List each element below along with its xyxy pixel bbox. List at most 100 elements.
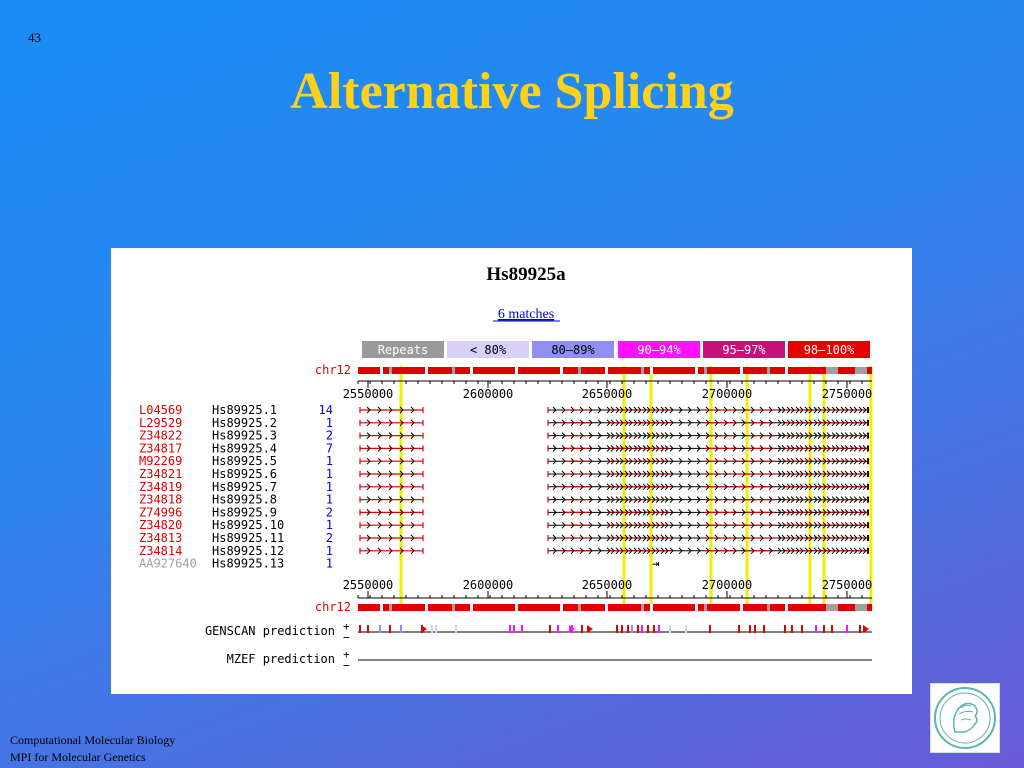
strand-arrow bbox=[642, 406, 647, 414]
genscan-exon bbox=[658, 625, 660, 633]
strand-arrow bbox=[646, 483, 651, 491]
strand-arrow bbox=[826, 534, 831, 542]
strand-arrow bbox=[849, 483, 854, 491]
row-accession[interactable]: Z34819 bbox=[139, 480, 182, 494]
strand-arrow bbox=[813, 521, 818, 529]
strand-arrow bbox=[781, 521, 786, 529]
strand-arrow bbox=[642, 483, 647, 491]
strand-arrow bbox=[835, 509, 840, 516]
strand-arrow bbox=[377, 509, 382, 516]
strand-arrow bbox=[615, 534, 620, 542]
strand-arrow bbox=[552, 509, 557, 516]
strand-arrow bbox=[741, 496, 746, 503]
strand-arrow bbox=[664, 521, 669, 529]
strand-arrow bbox=[768, 534, 773, 542]
strand-arrow bbox=[723, 406, 728, 414]
strand-arrow bbox=[723, 509, 728, 516]
strand-arrow bbox=[610, 547, 615, 555]
row-accession[interactable]: Z34813 bbox=[139, 531, 182, 545]
strand-arrow bbox=[853, 406, 858, 414]
genscan-exon bbox=[823, 625, 825, 633]
strand-arrow bbox=[786, 432, 791, 439]
strand-arrow bbox=[552, 483, 557, 491]
strand-arrow bbox=[799, 457, 804, 465]
strand-arrow bbox=[388, 521, 393, 529]
strand-arrow bbox=[399, 483, 404, 491]
row-accession[interactable]: Z34821 bbox=[139, 467, 182, 481]
strand-arrow bbox=[552, 547, 557, 555]
strand-arrow bbox=[552, 496, 557, 503]
strand-arrow bbox=[651, 534, 656, 542]
strand-arrow bbox=[790, 419, 795, 427]
strand-arrow bbox=[570, 457, 575, 465]
strand-arrow bbox=[858, 521, 863, 529]
axis-tick-label: 2550000 bbox=[343, 387, 394, 401]
axis-tick-label: 2650000 bbox=[582, 387, 633, 401]
chr-band bbox=[704, 604, 707, 611]
strand-arrow bbox=[678, 445, 683, 452]
strand-arrow bbox=[687, 534, 692, 542]
strand-arrow bbox=[628, 470, 633, 478]
row-accession[interactable]: Z34820 bbox=[139, 518, 182, 532]
row-accession[interactable]: L04569 bbox=[139, 403, 182, 417]
row-accession[interactable]: Z74996 bbox=[139, 505, 182, 519]
strand-arrow bbox=[795, 521, 800, 529]
genscan-exon bbox=[859, 625, 861, 633]
strand-arrow bbox=[610, 534, 615, 542]
row-cluster-id: Hs89925.10 bbox=[212, 518, 284, 532]
row-accession[interactable]: L29529 bbox=[139, 416, 182, 430]
strand-arrow bbox=[366, 432, 371, 439]
genscan-exon bbox=[738, 625, 740, 633]
axis-tick-label: 2550000 bbox=[343, 578, 394, 592]
strand-arrow bbox=[862, 534, 867, 542]
row-accession[interactable]: Z34814 bbox=[139, 544, 182, 558]
strand-arrow bbox=[759, 496, 764, 503]
strand-arrow bbox=[579, 470, 584, 478]
chr-band bbox=[380, 604, 383, 611]
tracks: chr12 2550000 2600000 2650000 2700000 2750000… bbox=[139, 363, 873, 672]
prediction-label: GENSCAN prediction bbox=[205, 624, 335, 638]
matches-link[interactable]: 6 matches bbox=[498, 307, 554, 322]
strand-arrow bbox=[624, 406, 629, 414]
strand-arrow bbox=[687, 457, 692, 465]
row-accession[interactable]: Z34822 bbox=[139, 429, 182, 443]
strand-arrow bbox=[628, 509, 633, 516]
strand-arrow bbox=[628, 496, 633, 503]
strand-arrow bbox=[624, 470, 629, 478]
strand-arrow bbox=[813, 483, 818, 491]
strand-arrow bbox=[410, 483, 415, 491]
chr-band bbox=[389, 367, 392, 374]
strand-arrow bbox=[552, 419, 557, 427]
strand-arrow bbox=[633, 445, 638, 452]
strand-arrow bbox=[366, 534, 371, 542]
strand-arrow bbox=[669, 509, 674, 516]
chr-band bbox=[767, 604, 770, 611]
genscan-exon bbox=[513, 625, 515, 633]
strand-arrow bbox=[696, 534, 701, 542]
prediction-label: MZEF prediction bbox=[227, 652, 335, 666]
strand-arrow bbox=[723, 445, 728, 452]
strand-arrow bbox=[822, 483, 827, 491]
max-planck-logo bbox=[930, 683, 1000, 753]
strand-arrow bbox=[849, 432, 854, 439]
strand-arrow bbox=[687, 509, 692, 516]
row-accession[interactable]: AA927640 bbox=[139, 557, 197, 571]
strand-arrow bbox=[835, 457, 840, 465]
strand-arrow bbox=[840, 445, 845, 452]
row-accession[interactable]: Z34818 bbox=[139, 493, 182, 507]
row-accession[interactable]: M92269 bbox=[139, 454, 182, 468]
strand-arrow bbox=[651, 483, 656, 491]
strand-arrow bbox=[615, 496, 620, 503]
strand-arrow bbox=[858, 496, 863, 503]
strand-arrow bbox=[817, 432, 822, 439]
strand-arrow bbox=[664, 432, 669, 439]
strand-arrow bbox=[610, 509, 615, 516]
strand-arrow bbox=[790, 547, 795, 555]
strand-arrow bbox=[817, 547, 822, 555]
strand-arrow bbox=[790, 445, 795, 452]
strand-arrow bbox=[696, 470, 701, 478]
row-accession[interactable]: Z34817 bbox=[139, 441, 182, 455]
strand-arrow bbox=[705, 509, 710, 516]
strand-arrow bbox=[655, 457, 660, 465]
strand-arrow bbox=[388, 470, 393, 478]
